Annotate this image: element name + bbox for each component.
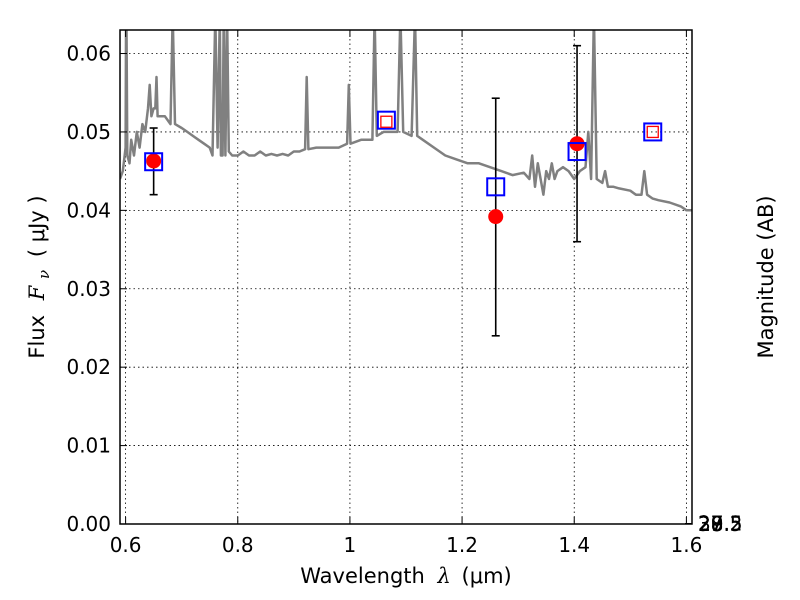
x-axis-label: Wavelength λ (μm) [300,564,511,588]
y-axis-label-text: Flux [25,315,49,359]
marker-layer [144,110,663,225]
x-tick-label: 1 [344,533,357,557]
y-axis-label-unit: ( μJy ) [25,195,49,257]
spectrum-line [120,30,692,212]
plot-background [120,30,692,524]
y-tick-label: 0.04 [66,198,111,222]
y-tick-label: 0.06 [66,42,111,66]
y-tick-label: 0.03 [66,277,111,301]
model-point [567,142,587,162]
y-tick-label: 0.05 [66,120,111,144]
y-axis-label-symbol: F [25,284,49,301]
spectrum-layer [120,30,692,212]
observed-point [146,153,162,169]
x-tick-label: 1.4 [558,533,590,557]
x-tick-label: 0.6 [110,533,142,557]
mag-tick-label: 27.5 [698,512,743,536]
limit-point [646,125,659,139]
x-tick-label: 1.2 [446,533,478,557]
mag-tick-label: 28 [698,512,723,536]
y-tick-label: 0.00 [66,512,111,536]
y-tick-label: 0.01 [66,434,111,458]
limit-point [380,115,393,128]
mag-tick-label: 27 [698,512,723,536]
x-tick-label: 1.6 [670,533,702,557]
mag-tick-label: 28.5 [698,512,743,536]
axis-tick-labels: 0.6 0.8 1 1.2 1.4 1.6 0.00 0.01 0.02 0.03 0.04 0.05… [66,42,742,557]
mag-tick-label: 29 [698,512,723,536]
x-axis-label-text: Wavelength [300,564,425,588]
x-axis-label-symbol: λ [437,564,451,588]
y2-axis-label: Magnitude (AB) [754,195,778,358]
axis-ticks [120,30,692,525]
model-point [376,110,396,130]
mag-tick-label: 27.2 [698,512,743,536]
y-axis-label: Flux F ν ( μJy ) [25,195,54,358]
x-tick-label: 0.8 [222,533,254,557]
observed-point [488,209,504,225]
y-tick-label: 0.02 [66,355,111,379]
y-axis-label-subscript: ν [35,270,53,279]
model-point [486,177,506,197]
model-point [643,122,663,142]
mag-tick-label: 30 [698,512,723,536]
x-axis-label-unit: (μm) [462,564,512,588]
model-point [144,152,164,172]
plot-frame [119,29,693,525]
